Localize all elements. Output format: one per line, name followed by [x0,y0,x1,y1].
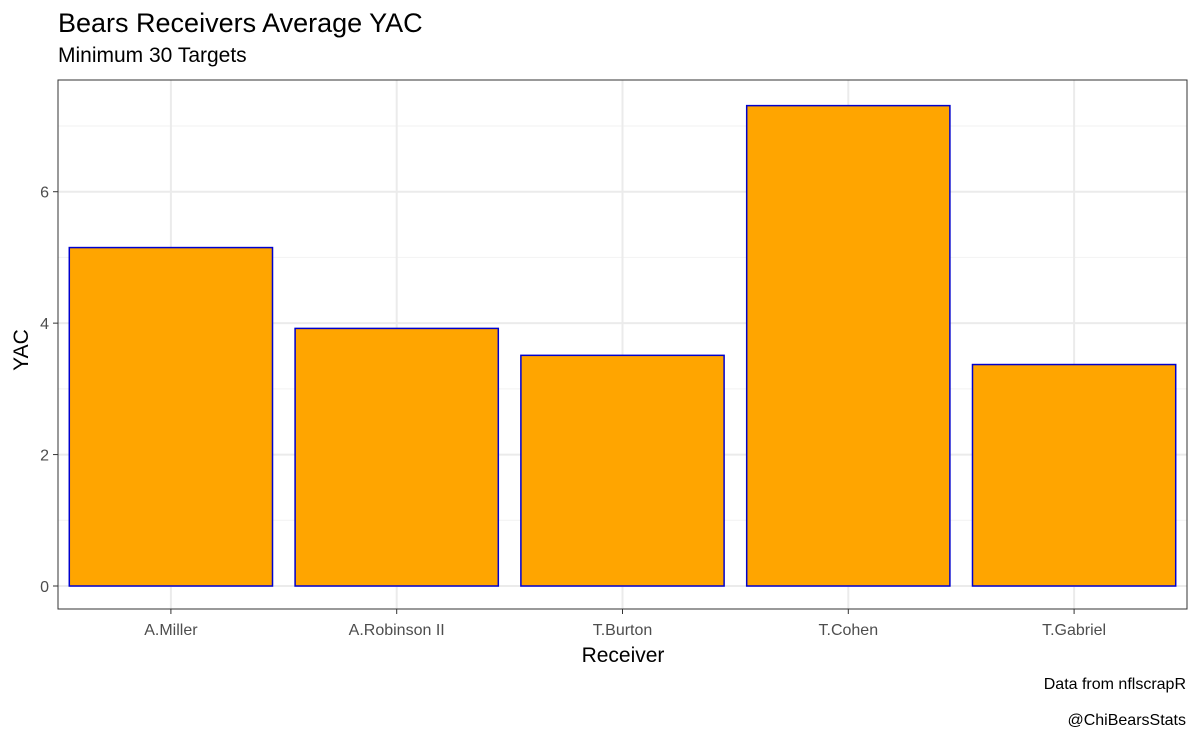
y-axis-label: YAC [10,329,33,371]
bar-t-burton [520,354,725,587]
x-tick-label: A.Robinson II [349,622,445,639]
y-tick-label: 2 [40,448,49,465]
bar-t-gabriel [971,363,1177,587]
x-tick-label: A.Miller [144,622,198,639]
x-tick-label: T.Gabriel [1042,622,1106,639]
x-axis-label: Receiver [582,644,665,667]
x-tick-label: T.Burton [593,622,653,639]
author-caption: @ChiBearsStats [1067,712,1186,729]
axes: 0 2 4 6 A.Miller A.Robinson II T.Burton T.Cohen… [40,185,1106,639]
chart-subtitle: Minimum 30 Targets [58,44,247,67]
bar-t-cohen [745,104,951,587]
bar-a-miller [68,246,274,587]
source-caption: Data from nflscrapR [1043,676,1186,693]
bars [68,104,1177,587]
y-tick-label: 0 [40,579,49,596]
x-tick-label: T.Cohen [819,622,879,639]
y-tick-label: 4 [40,316,49,333]
chart-title: Bears Receivers Average YAC [58,8,423,38]
y-tick-label: 6 [40,185,49,202]
bar-a-robinson-ii [294,327,500,587]
